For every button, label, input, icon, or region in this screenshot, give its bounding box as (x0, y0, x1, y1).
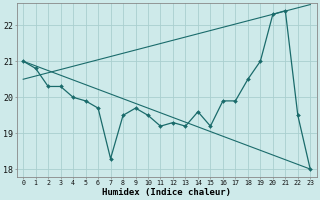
X-axis label: Humidex (Indice chaleur): Humidex (Indice chaleur) (102, 188, 231, 197)
